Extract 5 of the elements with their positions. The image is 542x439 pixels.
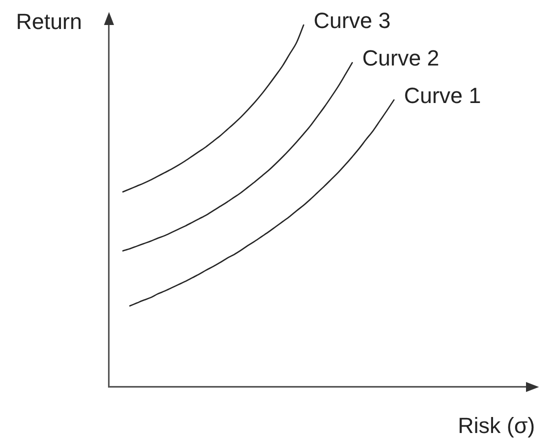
x-axis-title: Risk (σ) [458, 413, 535, 438]
series-label: Curve 3 [314, 8, 391, 34]
series-label: Curve 1 [404, 82, 481, 108]
y-axis-title: Return [16, 9, 82, 34]
series-label: Curve 2 [362, 46, 440, 71]
